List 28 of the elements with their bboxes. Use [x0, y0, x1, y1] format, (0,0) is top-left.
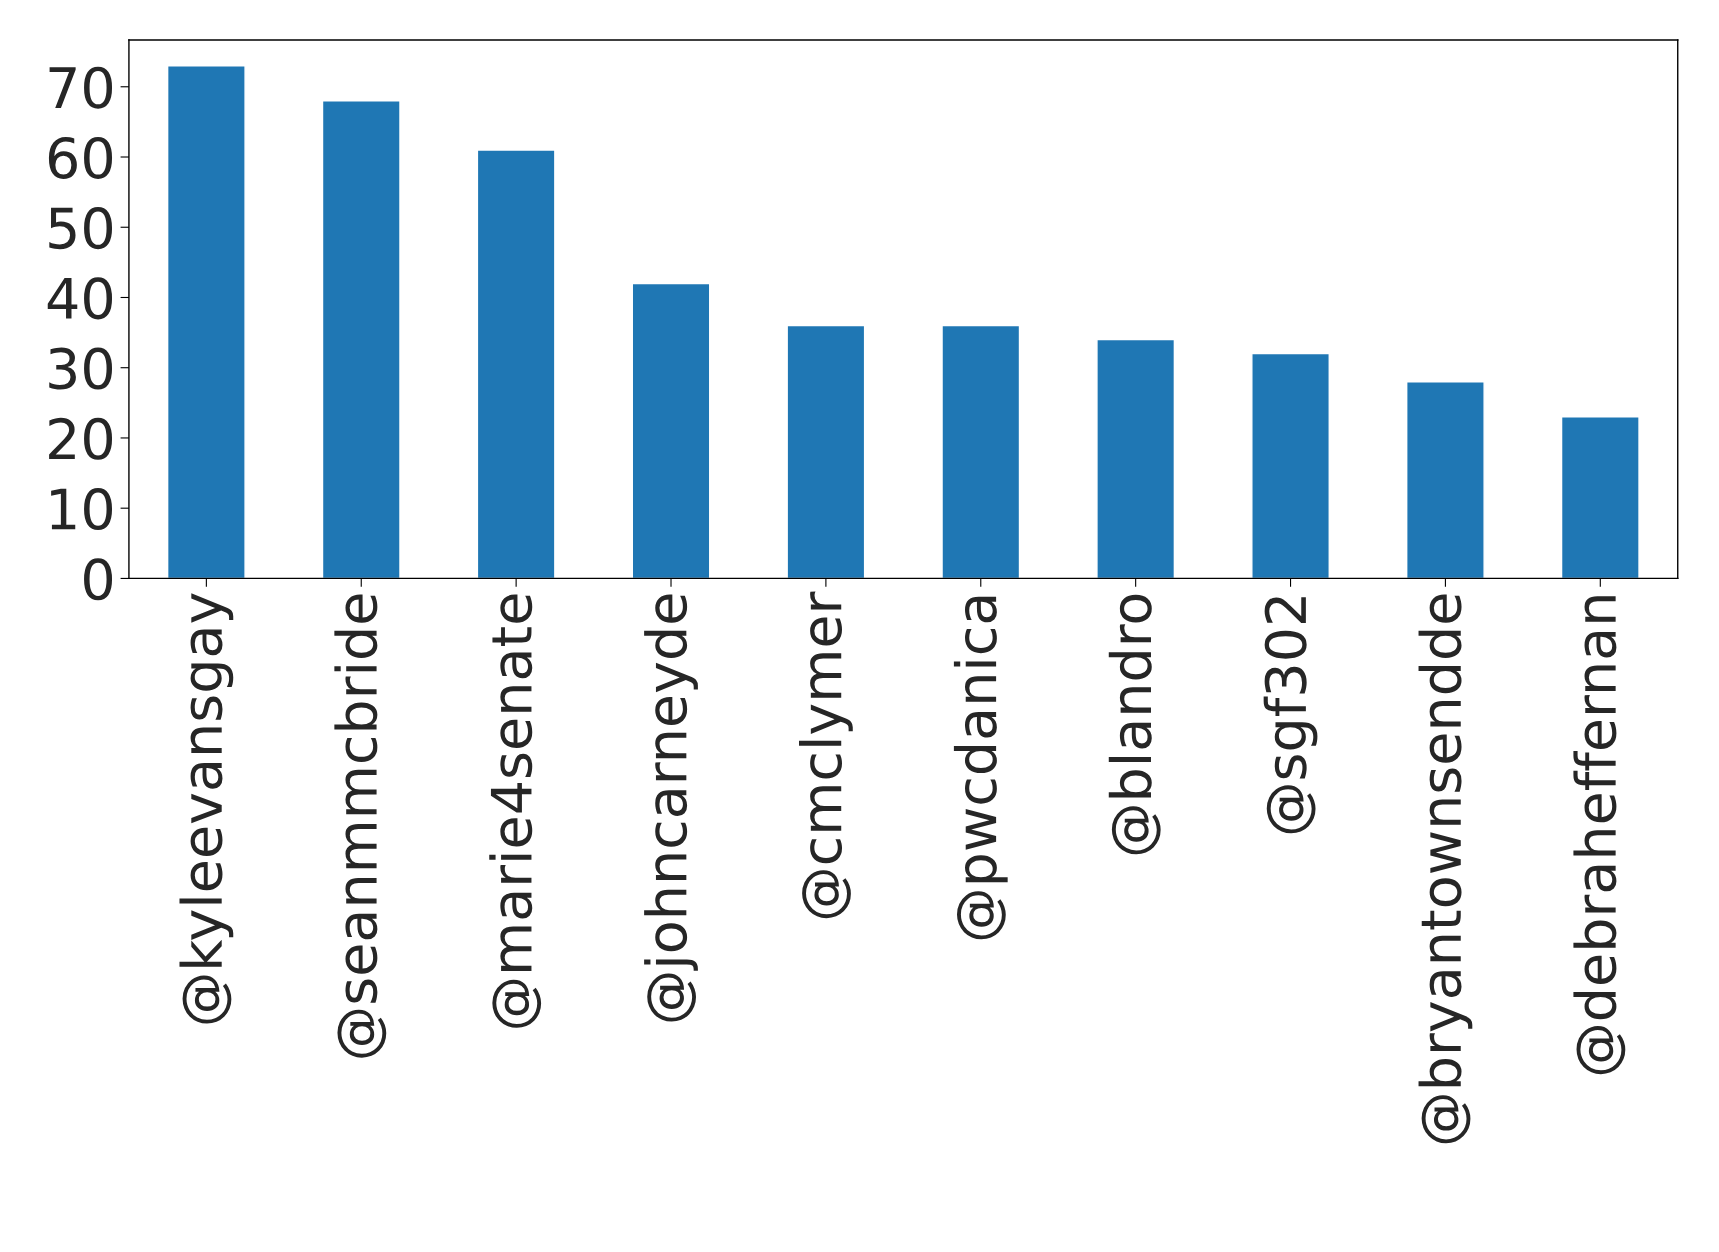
y-tick-label: 70 — [49, 66, 113, 109]
x-tick-label: @pwcdanica — [953, 596, 1008, 940]
x-tick-label: @kyleevansgay — [179, 593, 234, 1024]
bar — [786, 324, 866, 579]
y-tick-label: 50 — [49, 207, 113, 250]
x-tick-label: @seanmmcbride — [334, 594, 387, 1058]
bar — [1406, 381, 1485, 579]
x-tick-label: @debraheffernan — [1573, 596, 1626, 1075]
x-tick-label: @sgf302 — [1263, 597, 1318, 834]
bar — [166, 65, 246, 579]
y-tick-label: 40 — [47, 277, 113, 320]
bar — [1251, 352, 1330, 579]
bar — [321, 100, 401, 579]
y-tick-label: 10 — [51, 488, 113, 531]
y-tick-label: 60 — [48, 136, 113, 179]
bar — [476, 149, 556, 579]
y-tick-label: 20 — [49, 417, 113, 460]
bar — [1096, 338, 1176, 579]
bar — [941, 324, 1021, 579]
x-tick-label: @cmclymer — [799, 591, 853, 919]
x-tick-label: @bryantownsendde — [1418, 594, 1473, 1144]
bar — [631, 282, 711, 579]
x-tick-label: @johncarneyde — [644, 594, 698, 1022]
y-tick-label: 30 — [49, 347, 113, 390]
y-tick-label: 0 — [84, 558, 113, 601]
x-tick-label: @marie4senate — [489, 594, 542, 1028]
bar — [1560, 416, 1640, 579]
x-tick-label: @blandro — [1108, 594, 1161, 855]
